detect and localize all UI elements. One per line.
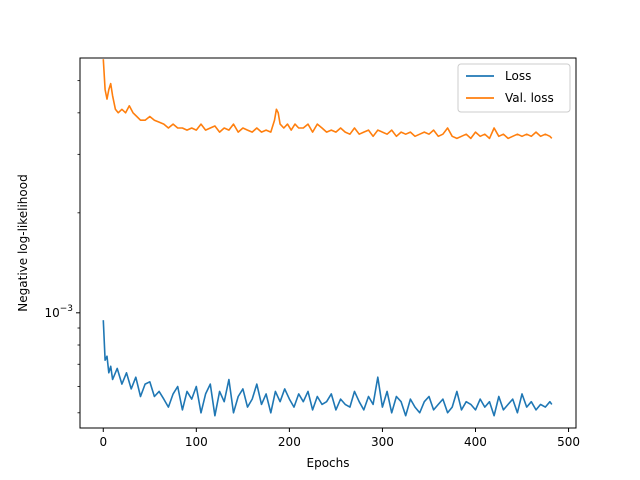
series-layer [102,59,553,417]
y-axis: 10−3 [44,80,80,414]
x-tick-label: 300 [371,435,394,449]
legend-label-val-loss: Val. loss [505,91,554,105]
x-tick-label: 400 [464,435,487,449]
x-tick-label: 200 [278,435,301,449]
legend: Loss Val. loss [457,63,571,113]
y-axis-label: Negative log-likelihood [16,174,30,311]
x-tick-label: 500 [557,435,580,449]
series-line-val-loss [102,59,553,140]
x-tick-label: 100 [185,435,208,449]
plot-frame [79,57,577,429]
x-axis-label: Epochs [307,456,350,470]
series-line-loss [102,320,553,417]
x-axis: 0 100 200 300 400 500 [99,428,580,449]
legend-label-loss: Loss [505,69,531,83]
x-tick-label: 0 [99,435,107,449]
y-tick-label: 10−3 [44,304,73,320]
